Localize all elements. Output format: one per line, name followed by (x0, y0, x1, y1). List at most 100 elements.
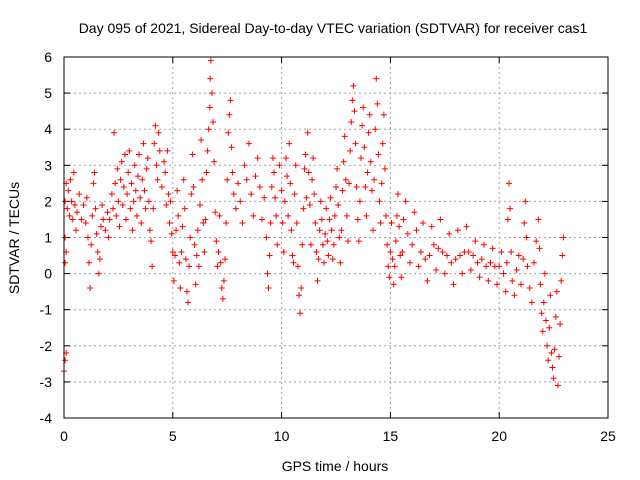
data-point (430, 241, 437, 248)
data-point (148, 238, 155, 245)
data-point (226, 111, 233, 118)
data-point (500, 270, 507, 277)
data-point (352, 140, 359, 147)
data-point (205, 126, 212, 133)
data-point (282, 155, 289, 162)
data-point (306, 202, 313, 209)
data-point (292, 162, 299, 169)
data-point (372, 126, 379, 133)
data-point (94, 248, 101, 255)
data-point (123, 216, 130, 223)
y-tick-label: 2 (44, 193, 52, 209)
data-point (120, 183, 127, 190)
data-point (325, 252, 332, 259)
data-point (252, 173, 259, 180)
data-point (540, 299, 547, 306)
data-point (138, 220, 145, 227)
data-point (267, 220, 274, 227)
data-point (302, 151, 309, 158)
data-point (356, 198, 363, 205)
data-point (520, 256, 527, 263)
data-point (314, 277, 321, 284)
data-point (316, 227, 323, 234)
data-point (375, 151, 382, 158)
data-point (100, 216, 107, 223)
data-point (457, 252, 464, 259)
data-point (214, 263, 221, 270)
data-point (206, 104, 213, 111)
data-point (62, 259, 69, 266)
data-point (250, 212, 257, 219)
data-point (381, 165, 388, 172)
data-point (474, 259, 481, 266)
y-tick-label: 0 (44, 266, 52, 282)
data-point (299, 241, 306, 248)
data-point (156, 147, 163, 154)
data-point (560, 234, 567, 241)
data-point (420, 220, 427, 227)
data-point (406, 259, 413, 266)
data-point (216, 212, 223, 219)
data-point (388, 220, 395, 227)
data-point (522, 198, 529, 205)
data-point (62, 357, 69, 364)
data-point (219, 295, 226, 302)
data-point (368, 187, 375, 194)
data-point (286, 140, 293, 147)
data-point (207, 75, 214, 82)
data-point (163, 202, 170, 209)
data-point (227, 97, 234, 104)
data-point (143, 165, 150, 172)
data-point (153, 162, 160, 169)
data-point (311, 191, 318, 198)
data-point (106, 216, 113, 223)
y-tick-label: -3 (40, 374, 53, 390)
x-tick-label: 0 (60, 428, 68, 444)
data-point (144, 155, 151, 162)
data-point (105, 234, 112, 241)
data-point (424, 277, 431, 284)
data-point (489, 245, 496, 252)
data-point (319, 241, 326, 248)
data-point (329, 256, 336, 263)
data-point (380, 111, 387, 118)
data-point (290, 259, 297, 266)
data-point (270, 169, 277, 176)
data-point (542, 317, 549, 324)
data-point (64, 205, 71, 212)
plot-frame (63, 56, 609, 419)
data-point (339, 187, 346, 194)
data-point (346, 180, 353, 187)
data-point (186, 263, 193, 270)
data-point (71, 202, 78, 209)
data-point (309, 176, 316, 183)
x-tick-label: 5 (169, 428, 177, 444)
data-point (131, 162, 138, 169)
data-point (280, 248, 287, 255)
x-tick-label: 25 (600, 428, 616, 444)
data-point (187, 234, 194, 241)
data-point (229, 169, 236, 176)
data-point (558, 277, 565, 284)
data-point (505, 180, 512, 187)
data-point (363, 212, 370, 219)
data-point (166, 220, 173, 227)
data-point (272, 194, 279, 201)
data-point (232, 205, 239, 212)
data-point (557, 321, 564, 328)
data-point (127, 205, 134, 212)
data-point (117, 176, 124, 183)
data-point (428, 223, 435, 230)
data-point (222, 256, 229, 263)
data-point (217, 259, 224, 266)
data-point (531, 259, 538, 266)
data-point (289, 252, 296, 259)
data-point (223, 220, 230, 227)
data-point (170, 277, 177, 284)
data-point (278, 187, 285, 194)
data-point (225, 129, 232, 136)
data-point (303, 194, 310, 201)
data-point (145, 198, 152, 205)
data-point (265, 285, 272, 292)
data-point (273, 212, 280, 219)
